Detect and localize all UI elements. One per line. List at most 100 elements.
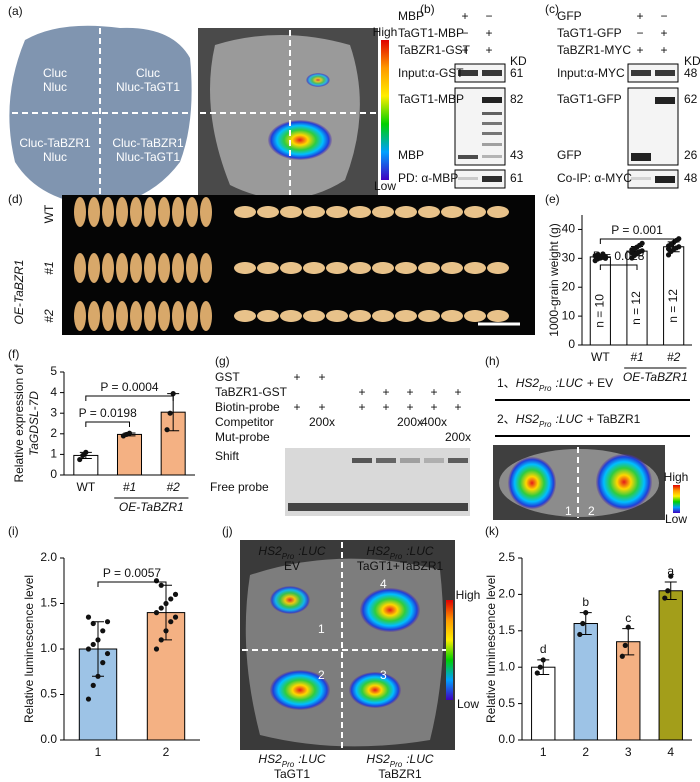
grain bbox=[88, 301, 100, 331]
kd-value: 82 bbox=[510, 92, 524, 106]
row-label: Mut-probe bbox=[215, 430, 270, 444]
grain bbox=[326, 262, 348, 274]
signal bbox=[508, 457, 556, 509]
sign: + bbox=[485, 26, 492, 40]
construct-label: HS2Pro:LUC bbox=[258, 544, 325, 560]
color-bar bbox=[446, 600, 453, 700]
grain bbox=[395, 206, 417, 218]
grain bbox=[349, 262, 371, 274]
data-point bbox=[583, 610, 589, 616]
y-tick-label: 1.0 bbox=[498, 659, 515, 673]
data-point bbox=[158, 637, 164, 643]
panel-label: (a) bbox=[8, 4, 23, 18]
scale-low: Low bbox=[374, 179, 396, 193]
data-point bbox=[85, 646, 92, 652]
construct-part: HS2 bbox=[258, 752, 282, 766]
group-label: OE-TaBZR1 bbox=[119, 500, 184, 514]
y-tick-label: 0.0 bbox=[40, 732, 57, 746]
significance-letter: b bbox=[582, 595, 589, 609]
data-point bbox=[158, 582, 164, 588]
grain bbox=[395, 310, 417, 322]
grain bbox=[234, 310, 256, 322]
signal bbox=[270, 670, 330, 710]
grain bbox=[130, 197, 142, 227]
quadrant-line: Nluc bbox=[43, 150, 67, 164]
grain bbox=[200, 197, 212, 227]
construct-part: HS2 bbox=[516, 376, 540, 390]
sign: + bbox=[461, 9, 468, 23]
grain bbox=[395, 262, 417, 274]
kd-value: 48 bbox=[684, 171, 698, 185]
band bbox=[631, 177, 651, 180]
kd-value: 48 bbox=[684, 66, 698, 80]
grain bbox=[74, 253, 86, 283]
grain bbox=[487, 206, 509, 218]
grain bbox=[88, 197, 100, 227]
leaf bbox=[210, 35, 360, 199]
construct-part: :LUC bbox=[298, 544, 326, 558]
panel-label: (e) bbox=[545, 192, 560, 206]
free-label: Free probe bbox=[210, 480, 269, 494]
y-tick-label: 1.5 bbox=[40, 596, 57, 610]
construct-part: HS2 bbox=[366, 752, 390, 766]
band bbox=[482, 70, 502, 76]
data-point bbox=[662, 595, 668, 601]
band bbox=[458, 155, 478, 159]
cell: + bbox=[406, 400, 413, 414]
y-tick-label: 2.0 bbox=[40, 550, 57, 564]
data-point bbox=[168, 619, 174, 625]
data-point bbox=[83, 449, 89, 455]
y-axis-label: Relative expression of bbox=[12, 364, 26, 483]
x-tick-label: 2 bbox=[163, 745, 170, 759]
group-label: OE-TaBZR1 bbox=[12, 260, 26, 325]
construct-part: Pro bbox=[539, 384, 552, 393]
scale-high: High bbox=[664, 470, 689, 484]
cell: + bbox=[293, 400, 300, 414]
quadrant-line: Nluc bbox=[43, 80, 67, 94]
construct-part: Pro bbox=[539, 420, 552, 429]
sign: + bbox=[636, 43, 643, 57]
data-point bbox=[95, 673, 101, 679]
grain bbox=[130, 301, 142, 331]
row-label: #2 bbox=[42, 309, 56, 323]
y-tick-label: 0.0 bbox=[498, 732, 515, 746]
data-point bbox=[77, 456, 83, 463]
y-tick-label: 3 bbox=[50, 405, 57, 419]
y-tick-label: 1.0 bbox=[40, 641, 57, 655]
comparison-bracket bbox=[599, 264, 638, 270]
row-label: WT bbox=[42, 204, 56, 223]
grain bbox=[200, 253, 212, 283]
y-tick-label: 20 bbox=[562, 279, 576, 293]
leaf-diagram bbox=[9, 25, 192, 207]
data-point bbox=[104, 650, 111, 657]
blot-label: TaGT1-GFP bbox=[557, 92, 622, 106]
comparison-bracket bbox=[599, 238, 675, 244]
signal bbox=[306, 73, 330, 87]
significance-letter: a bbox=[667, 564, 674, 578]
panel-label: (j) bbox=[222, 524, 233, 538]
quadrant-line: Cluc bbox=[43, 66, 67, 80]
data-point bbox=[163, 600, 169, 607]
grain bbox=[74, 301, 86, 331]
construct-part: Pro bbox=[390, 552, 403, 561]
data-point bbox=[619, 653, 625, 659]
n-label: n = 10 bbox=[593, 294, 607, 328]
sign: − bbox=[485, 9, 492, 23]
blot-label: Input:α-MYC bbox=[557, 66, 625, 80]
data-point bbox=[153, 610, 160, 616]
shift-label: Shift bbox=[215, 449, 240, 463]
grain bbox=[280, 206, 302, 218]
scale-low: Low bbox=[665, 512, 687, 526]
group-label: OE-TaBZR1 bbox=[623, 370, 688, 384]
construct-line2: TaGT1 bbox=[274, 767, 310, 781]
cell: 200x bbox=[309, 415, 335, 429]
grain bbox=[158, 197, 170, 227]
bar bbox=[658, 590, 683, 741]
y-tick-label: 1.5 bbox=[498, 623, 515, 637]
data-point bbox=[153, 646, 160, 652]
data-point bbox=[639, 240, 645, 246]
quadrant-label: Cluc Nluc-TaGT1 bbox=[116, 66, 180, 94]
construct-part: Pro bbox=[282, 760, 295, 769]
data-point bbox=[170, 391, 176, 397]
